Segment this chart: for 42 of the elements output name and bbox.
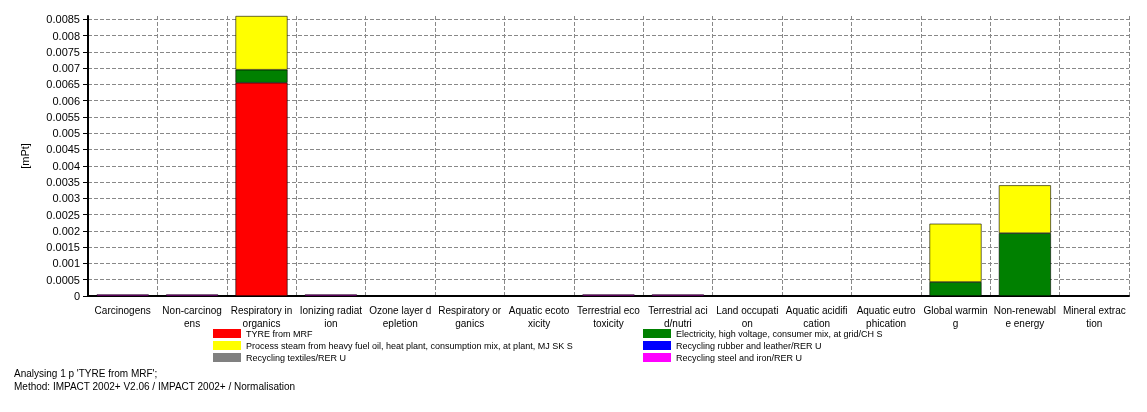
x-tick-label: Respiratory organics [438, 305, 502, 329]
y-tick-label: 0.005 [52, 127, 80, 140]
y-tick-label: 0.0015 [46, 241, 80, 254]
x-tick-label: Carcinogens [94, 305, 151, 316]
x-tick-label: Aquatic acidification [785, 305, 848, 329]
x-tick-label: Aquatic ecotoxicity [508, 305, 570, 329]
x-tick-label: Global warming [923, 305, 988, 329]
y-tick-label: 0.006 [52, 94, 80, 107]
x-tick-label: Ionizing radiation [299, 305, 363, 329]
legend-label: Recycling textiles/RER U [246, 352, 347, 363]
x-tick-label: Ozone layer depletion [369, 305, 432, 329]
text: Method: IMPACT 2002+ V2.06 / IMPACT 2002+ / Normalisation [14, 380, 296, 392]
y-tick-label: 0.0085 [46, 13, 80, 26]
x-tick-label: Non-renewable energy [993, 305, 1057, 329]
text: Analysing 1 p 'TYRE from MRF'; [14, 367, 158, 379]
x-tick-label: Land occupation [716, 305, 779, 329]
x-tick-label: Non-carcinogens [162, 305, 222, 329]
y-tick-label: 0.001 [52, 257, 80, 270]
x-tick-label: Aquatic eutrophication [856, 305, 916, 329]
y-tick-label: 0 [73, 290, 80, 302]
x-tick-label: Terrestrial ecotoxicity [577, 305, 641, 329]
x-tick-label: Terrestrial acid/nutri [648, 305, 708, 329]
legend-label: Process steam from heavy fuel oil, heat plant, consumption mix, at plant, MJ SK S [246, 340, 573, 351]
y-tick-label: 0.0075 [46, 45, 80, 58]
y-tick-label: 0.004 [52, 159, 80, 172]
y-tick-label: 0.0065 [46, 78, 80, 91]
y-tick-label: 0.0025 [46, 208, 80, 221]
y-tick-label: 0.008 [52, 29, 80, 42]
y-tick-label: 0.0045 [46, 143, 80, 156]
y-tick-label: 0.0055 [46, 110, 80, 123]
legend-label: Recycling steel and iron/RER U [676, 352, 803, 363]
y-tick-label: 0.002 [52, 224, 80, 237]
y-tick-label: 0.003 [52, 192, 80, 205]
x-tick-label: Mineral extraction [1062, 305, 1126, 329]
y-tick-label: 0.0035 [46, 176, 80, 189]
legend-label: Electricity, high voltage, consumer mix, at grid/CH S [676, 328, 883, 339]
y-axis-title: [mPt] [18, 143, 31, 169]
legend-label: Recycling rubber and leather/RER U [676, 340, 822, 351]
y-tick-label: 0.007 [52, 62, 80, 75]
legend-label: TYRE from MRF [246, 328, 313, 339]
y-tick-label: 0.0005 [46, 273, 80, 286]
x-tick-label: Respiratory inorganics [230, 305, 293, 329]
